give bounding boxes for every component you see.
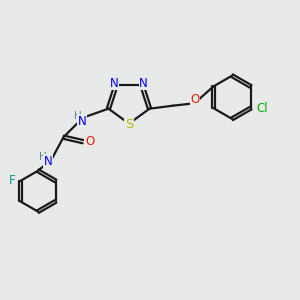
Text: N: N xyxy=(110,77,119,90)
Text: N: N xyxy=(44,155,53,168)
Text: Cl: Cl xyxy=(256,102,268,115)
Text: S: S xyxy=(125,118,133,131)
Text: H: H xyxy=(39,152,47,162)
Text: N: N xyxy=(78,115,87,128)
Text: N: N xyxy=(139,77,148,90)
Text: H: H xyxy=(74,111,81,121)
Text: F: F xyxy=(9,175,15,188)
Text: O: O xyxy=(190,93,200,106)
Text: O: O xyxy=(85,135,94,148)
